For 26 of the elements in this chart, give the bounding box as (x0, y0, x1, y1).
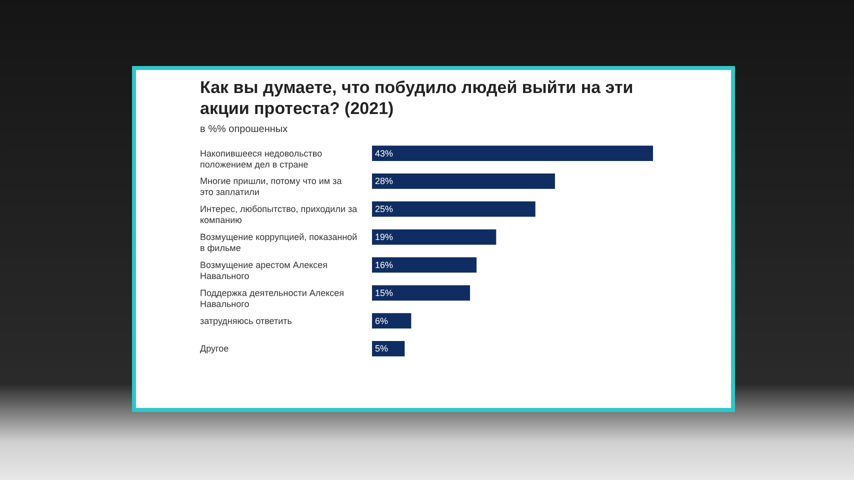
y-tick-label: Возмущение коррупцией, показанной в фильме (200, 232, 358, 254)
data-label: 43% (375, 148, 394, 158)
bar (372, 285, 470, 301)
data-label: 19% (375, 232, 394, 242)
data-label: 5% (375, 344, 388, 354)
y-tick-label: Интерес, любопытство, приходили за компанию (200, 204, 358, 226)
data-label: 28% (375, 176, 394, 186)
chart-title: Как вы думаете, что побудило людей выйти на эти акции протеста? (2021) (200, 77, 634, 119)
bar (372, 313, 412, 328)
bar (372, 341, 405, 356)
bar (372, 174, 555, 189)
data-label: 15% (375, 288, 394, 298)
text: в %% опрошенных (200, 124, 288, 135)
y-tick-label: Многие пришли, потому что им за это заплатили (200, 176, 342, 198)
data-label: 25% (375, 204, 394, 214)
bar (372, 229, 496, 245)
y-tick-label: Другое (200, 344, 229, 354)
data-label: 16% (375, 260, 394, 270)
y-tick-label: затрудняюсь ответить (200, 316, 292, 326)
y-tick-label: Поддержка деятельности Алексея Навального (200, 288, 344, 309)
y-tick-label: Накопившееся недовольство положением дел в стране (200, 148, 322, 170)
bar (372, 146, 653, 161)
y-tick-label: Возмущение арестом Алексея Навального (200, 260, 328, 281)
bar (372, 257, 477, 273)
bar (372, 201, 536, 217)
data-label: 6% (375, 316, 388, 326)
